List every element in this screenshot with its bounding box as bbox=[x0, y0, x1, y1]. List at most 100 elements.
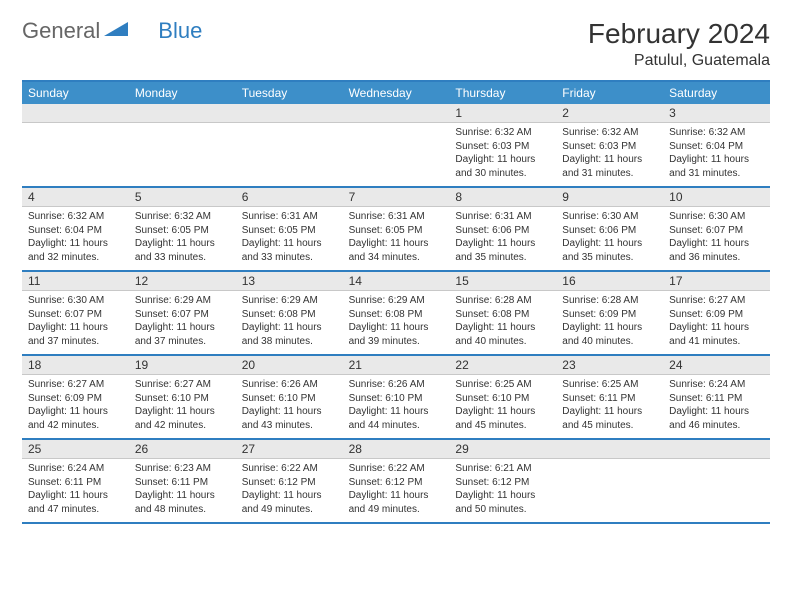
weeks-container: 123Sunrise: 6:32 AMSunset: 6:03 PMDaylig… bbox=[22, 104, 770, 524]
week-content-row: Sunrise: 6:30 AMSunset: 6:07 PMDaylight:… bbox=[22, 291, 770, 356]
logo-text-general: General bbox=[22, 18, 100, 44]
day-content bbox=[236, 123, 343, 186]
day-content: Sunrise: 6:27 AMSunset: 6:09 PMDaylight:… bbox=[663, 291, 770, 354]
sunset-text: Sunset: 6:09 PM bbox=[28, 392, 123, 406]
day-number: 28 bbox=[343, 440, 450, 458]
daylight-text: Daylight: 11 hours and 42 minutes. bbox=[135, 405, 230, 432]
sunrise-text: Sunrise: 6:31 AM bbox=[242, 210, 337, 224]
sunrise-text: Sunrise: 6:32 AM bbox=[562, 126, 657, 140]
sunset-text: Sunset: 6:11 PM bbox=[562, 392, 657, 406]
daylight-text: Daylight: 11 hours and 46 minutes. bbox=[669, 405, 764, 432]
day-content: Sunrise: 6:26 AMSunset: 6:10 PMDaylight:… bbox=[343, 375, 450, 438]
sunrise-text: Sunrise: 6:32 AM bbox=[455, 126, 550, 140]
sunset-text: Sunset: 6:12 PM bbox=[349, 476, 444, 490]
sunrise-text: Sunrise: 6:30 AM bbox=[28, 294, 123, 308]
daylight-text: Daylight: 11 hours and 49 minutes. bbox=[349, 489, 444, 516]
sunrise-text: Sunrise: 6:29 AM bbox=[349, 294, 444, 308]
day-number: 26 bbox=[129, 440, 236, 458]
day-content: Sunrise: 6:24 AMSunset: 6:11 PMDaylight:… bbox=[663, 375, 770, 438]
day-header-row: Sunday Monday Tuesday Wednesday Thursday… bbox=[22, 82, 770, 104]
sunrise-text: Sunrise: 6:21 AM bbox=[455, 462, 550, 476]
daylight-text: Daylight: 11 hours and 33 minutes. bbox=[242, 237, 337, 264]
day-number: 14 bbox=[343, 272, 450, 290]
day-header: Tuesday bbox=[236, 82, 343, 104]
sunrise-text: Sunrise: 6:26 AM bbox=[349, 378, 444, 392]
logo-triangle-icon bbox=[104, 18, 130, 44]
sunset-text: Sunset: 6:10 PM bbox=[349, 392, 444, 406]
sunset-text: Sunset: 6:04 PM bbox=[28, 224, 123, 238]
daylight-text: Daylight: 11 hours and 40 minutes. bbox=[455, 321, 550, 348]
daylight-text: Daylight: 11 hours and 49 minutes. bbox=[242, 489, 337, 516]
daylight-text: Daylight: 11 hours and 40 minutes. bbox=[562, 321, 657, 348]
day-content: Sunrise: 6:30 AMSunset: 6:07 PMDaylight:… bbox=[22, 291, 129, 354]
day-content bbox=[663, 459, 770, 522]
sunset-text: Sunset: 6:07 PM bbox=[669, 224, 764, 238]
sunset-text: Sunset: 6:12 PM bbox=[242, 476, 337, 490]
daylight-text: Daylight: 11 hours and 37 minutes. bbox=[135, 321, 230, 348]
day-number: 13 bbox=[236, 272, 343, 290]
sunrise-text: Sunrise: 6:27 AM bbox=[28, 378, 123, 392]
daylight-text: Daylight: 11 hours and 42 minutes. bbox=[28, 405, 123, 432]
day-number: 23 bbox=[556, 356, 663, 374]
location: Patulul, Guatemala bbox=[588, 52, 770, 70]
day-number: 17 bbox=[663, 272, 770, 290]
week-content-row: Sunrise: 6:32 AM Sunset: 6:04 PM Daylight:… bbox=[22, 207, 770, 272]
day-number: 12 bbox=[129, 272, 236, 290]
day-number bbox=[129, 104, 236, 122]
day-content: Sunrise: 6:29 AMSunset: 6:08 PMDaylight:… bbox=[343, 291, 450, 354]
week-daynum-row: 2526272829 bbox=[22, 440, 770, 459]
sunrise-text: Sunrise: 6:27 AM bbox=[669, 294, 764, 308]
day-number: 16 bbox=[556, 272, 663, 290]
day-header: Saturday bbox=[663, 82, 770, 104]
day-content: Sunrise: 6:25 AMSunset: 6:10 PMDaylight:… bbox=[449, 375, 556, 438]
day-content: Sunrise: 6:29 AMSunset: 6:07 PMDaylight:… bbox=[129, 291, 236, 354]
day-content: Sunrise: 6:27 AMSunset: 6:10 PMDaylight:… bbox=[129, 375, 236, 438]
day-content: Sunrise: 6:30 AMSunset: 6:07 PMDaylight:… bbox=[663, 207, 770, 270]
day-content: Sunrise: 6:31 AMSunset: 6:05 PMDaylight:… bbox=[343, 207, 450, 270]
day-content: Sunrise: 6:30 AMSunset: 6:06 PMDaylight:… bbox=[556, 207, 663, 270]
logo: General Blue bbox=[22, 18, 202, 44]
sunrise-text: Sunrise: 6:28 AM bbox=[455, 294, 550, 308]
week-daynum-row: 45678910 bbox=[22, 188, 770, 207]
daylight-text: Daylight: 11 hours and 43 minutes. bbox=[242, 405, 337, 432]
day-number: 18 bbox=[22, 356, 129, 374]
day-number: 4 bbox=[22, 188, 129, 206]
day-number: 22 bbox=[449, 356, 556, 374]
day-number: 29 bbox=[449, 440, 556, 458]
day-content: Sunrise: 6:31 AMSunset: 6:05 PMDaylight:… bbox=[236, 207, 343, 270]
sunset-text: Sunset: 6:07 PM bbox=[135, 308, 230, 322]
day-content: Sunrise: 6:27 AMSunset: 6:09 PMDaylight:… bbox=[22, 375, 129, 438]
sunset-text: Sunset: 6:05 PM bbox=[135, 224, 230, 238]
sunrise-text: Sunrise: 6:32 AM bbox=[135, 210, 230, 224]
daylight-text: Daylight: 11 hours and 35 minutes. bbox=[562, 237, 657, 264]
sunrise-text: Sunrise: 6:22 AM bbox=[242, 462, 337, 476]
day-number bbox=[236, 104, 343, 122]
week-content-row: Sunrise: 6:27 AMSunset: 6:09 PMDaylight:… bbox=[22, 375, 770, 440]
daylight-text: Daylight: 11 hours and 35 minutes. bbox=[455, 237, 550, 264]
daylight-text: Daylight: 11 hours and 36 minutes. bbox=[669, 237, 764, 264]
sunrise-text: Sunrise: 6:24 AM bbox=[28, 462, 123, 476]
day-number: 24 bbox=[663, 356, 770, 374]
day-number: 3 bbox=[663, 104, 770, 122]
sunrise-text: Sunrise: 6:25 AM bbox=[455, 378, 550, 392]
daylight-text: Daylight: 11 hours and 38 minutes. bbox=[242, 321, 337, 348]
logo-text-blue: Blue bbox=[158, 18, 202, 44]
sunrise-text: Sunrise: 6:31 AM bbox=[349, 210, 444, 224]
day-number: 27 bbox=[236, 440, 343, 458]
day-number: 6 bbox=[236, 188, 343, 206]
daylight-text: Daylight: 11 hours and 44 minutes. bbox=[349, 405, 444, 432]
week-content-row: Sunrise: 6:32 AMSunset: 6:03 PMDaylight:… bbox=[22, 123, 770, 188]
day-content: Sunrise: 6:32 AMSunset: 6:03 PMDaylight:… bbox=[556, 123, 663, 186]
daylight-text: Daylight: 11 hours and 31 minutes. bbox=[669, 153, 764, 180]
sunrise-text: Sunrise: 6:29 AM bbox=[242, 294, 337, 308]
daylight-text: Daylight: 11 hours and 34 minutes. bbox=[349, 237, 444, 264]
daylight-text: Daylight: 11 hours and 37 minutes. bbox=[28, 321, 123, 348]
sunset-text: Sunset: 6:08 PM bbox=[349, 308, 444, 322]
daylight-text: Daylight: 11 hours and 45 minutes. bbox=[562, 405, 657, 432]
day-number: 1 bbox=[449, 104, 556, 122]
day-content: Sunrise: 6:31 AMSunset: 6:06 PMDaylight:… bbox=[449, 207, 556, 270]
sunrise-text: Sunrise: 6:32 AM bbox=[669, 126, 764, 140]
day-header: Sunday bbox=[22, 82, 129, 104]
daylight-text: Daylight: 11 hours and 33 minutes. bbox=[135, 237, 230, 264]
day-content: Sunrise: 6:21 AMSunset: 6:12 PMDaylight:… bbox=[449, 459, 556, 522]
